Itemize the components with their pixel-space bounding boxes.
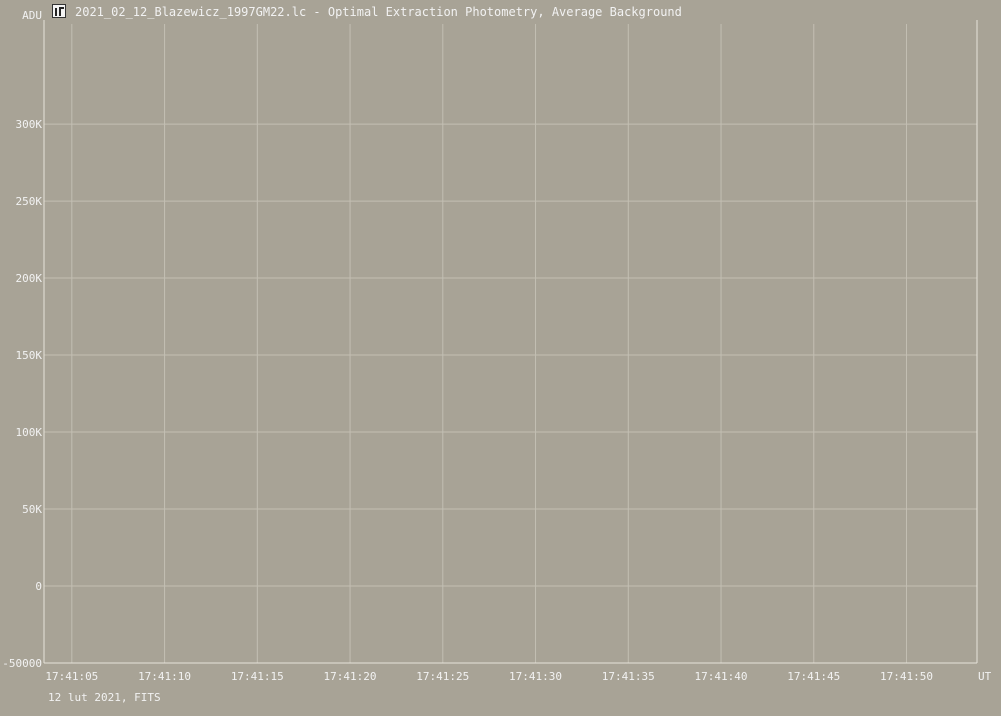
x-tick-label: 17:41:30 (509, 670, 562, 683)
x-tick-label: 17:41:05 (45, 670, 98, 683)
grid (44, 24, 977, 664)
x-tick-label: 17:41:20 (324, 670, 377, 683)
axis-labels: -50000 0 50K 100K 150K 200K 250K 300K 17:41:05 17… (2, 9, 991, 683)
footer-info: 12 lut 2021, FITS (48, 691, 161, 704)
lightcurve-app-icon[interactable] (52, 4, 66, 18)
x-tick-label: 17:41:45 (787, 670, 840, 683)
x-axis-label: UT (978, 670, 992, 683)
title-bar: 2021_02_12_Blazewicz_1997GM22.lc - Optim… (0, 0, 1001, 24)
y-tick-label: 200K (16, 272, 43, 285)
y-tick-label: -50000 (2, 657, 42, 670)
y-tick-label: 300K (16, 118, 43, 131)
x-tick-label: 17:41:10 (138, 670, 191, 683)
x-tick-label: 17:41:15 (231, 670, 284, 683)
x-tick-label: 17:41:25 (416, 670, 469, 683)
x-tick-label: 17:41:40 (695, 670, 748, 683)
y-tick-label: 100K (16, 426, 43, 439)
x-tick-label: 17:41:50 (880, 670, 933, 683)
x-tick-label: 17:41:35 (602, 670, 655, 683)
y-tick-label: 0 (35, 580, 42, 593)
y-axis-label: ADU (22, 9, 42, 22)
window-title: 2021_02_12_Blazewicz_1997GM22.lc - Optim… (75, 5, 682, 19)
y-tick-label: 250K (16, 195, 43, 208)
axes (43, 20, 978, 664)
y-tick-label: 150K (16, 349, 43, 362)
y-tick-label: 50K (22, 503, 42, 516)
